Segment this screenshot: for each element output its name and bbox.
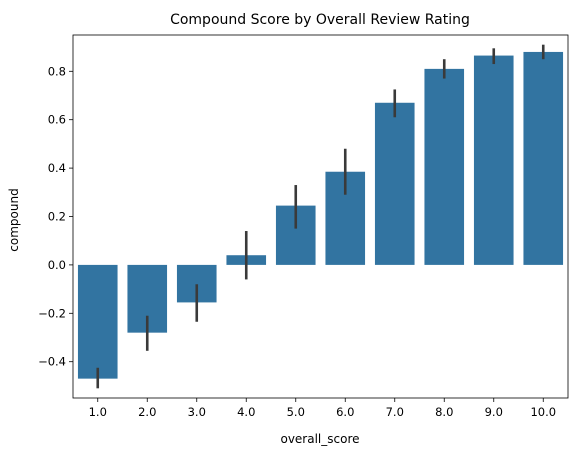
x-tick-label: 5.0 — [287, 405, 305, 419]
y-tick-label: 0.4 — [48, 161, 66, 175]
bar — [424, 68, 465, 265]
x-axis: 1.0 2.0 3.0 4.0 5.0 6.0 7.0 8.0 9.0 10.0 — [89, 398, 556, 419]
x-tick-label: 2.0 — [138, 405, 156, 419]
x-tick-label: 7.0 — [386, 405, 404, 419]
y-tick-label: −0.4 — [38, 355, 66, 369]
x-tick-label: 4.0 — [237, 405, 255, 419]
x-tick-label: 6.0 — [336, 405, 354, 419]
chart-title: Compound Score by Overall Review Rating — [170, 12, 470, 28]
y-tick-label: 0.2 — [48, 210, 66, 224]
x-tick-label: 9.0 — [485, 405, 503, 419]
y-axis: −0.4 −0.2 0.0 0.2 0.4 0.6 0.8 — [38, 64, 73, 369]
bar — [374, 102, 415, 265]
plot-area — [77, 44, 564, 389]
x-tick-label: 8.0 — [435, 405, 453, 419]
bar — [523, 51, 564, 265]
x-axis-label: overall_score — [280, 432, 359, 446]
bar — [473, 55, 514, 265]
x-tick-label: 3.0 — [188, 405, 206, 419]
y-tick-label: 0.6 — [48, 113, 66, 127]
y-tick-label: −0.2 — [38, 306, 66, 320]
y-tick-label: 0.8 — [48, 64, 66, 78]
x-tick-label: 1.0 — [89, 405, 107, 419]
y-axis-label: compound — [7, 188, 21, 251]
bar — [77, 264, 118, 379]
y-tick-label: 0.0 — [48, 258, 66, 272]
x-tick-label: 10.0 — [530, 405, 556, 419]
